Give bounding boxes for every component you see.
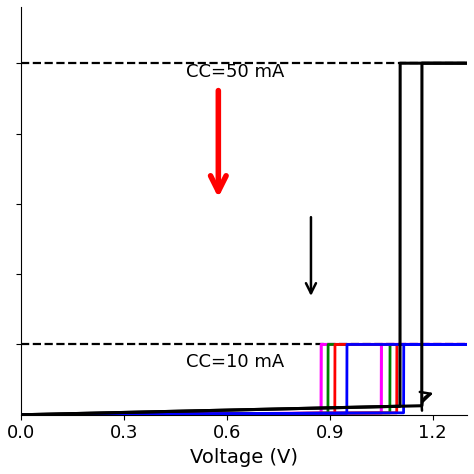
Text: CC=10 mA: CC=10 mA	[186, 353, 284, 371]
Text: CC=50 mA: CC=50 mA	[186, 63, 284, 81]
X-axis label: Voltage (V): Voltage (V)	[190, 448, 298, 467]
